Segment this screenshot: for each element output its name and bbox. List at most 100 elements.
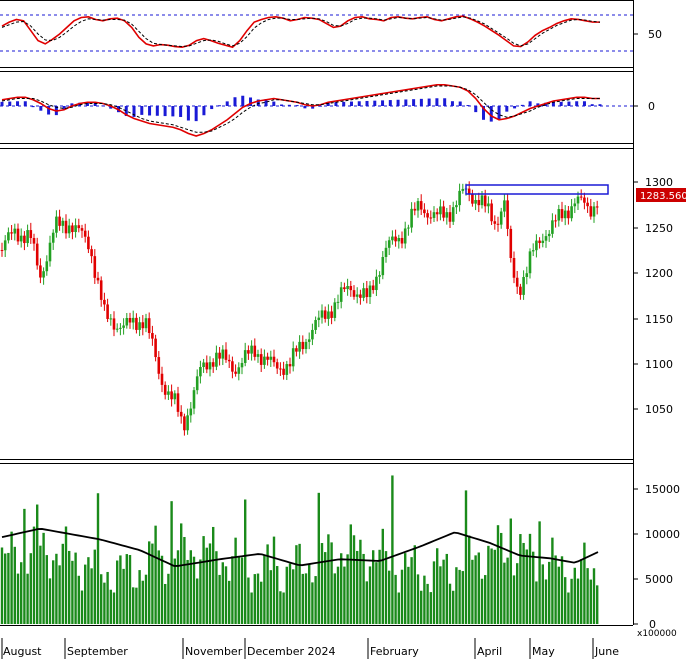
- candle-body: [445, 212, 449, 218]
- macd-histogram-bar: [155, 106, 159, 116]
- macd-histogram-bar: [427, 98, 431, 106]
- price-tick-1050: 1050: [645, 403, 673, 416]
- volume-bar: [432, 561, 436, 624]
- volume-bar: [404, 553, 407, 624]
- volume-bar: [100, 574, 103, 624]
- volume-bar: [32, 526, 36, 624]
- candle-body: [186, 415, 189, 431]
- candle-body: [352, 290, 356, 297]
- volume-bar: [567, 592, 570, 624]
- volume-bar: [384, 551, 388, 624]
- macd-histogram-bar: [474, 106, 478, 113]
- candle-body: [269, 356, 273, 360]
- candle-body: [259, 354, 263, 365]
- macd-histogram-bar: [93, 102, 97, 106]
- candle-body: [535, 240, 538, 251]
- volume-bar: [480, 578, 484, 624]
- candle-body: [10, 232, 13, 234]
- macd-histogram-bar: [148, 106, 152, 116]
- macd-histogram-bar: [582, 101, 586, 106]
- macd-histogram-bar: [334, 102, 338, 106]
- macd-histogram-bar: [559, 101, 563, 106]
- price-axis: 1300 1250 1200 1150 1100 1050: [633, 176, 673, 416]
- volume-bar: [573, 567, 576, 624]
- volume-bar: [64, 526, 68, 624]
- macd-histogram-bar: [311, 106, 315, 109]
- candle-body: [432, 212, 436, 218]
- volume-bar: [340, 553, 343, 624]
- candle-body: [323, 310, 327, 319]
- macd-histogram-bar: [0, 101, 4, 106]
- volume-bar: [7, 552, 10, 624]
- volume-bar: [365, 581, 368, 624]
- candle-body: [343, 287, 346, 290]
- candle-body: [74, 225, 77, 233]
- candle-body: [288, 364, 292, 367]
- candle-body: [157, 357, 161, 374]
- macd-histogram-bar: [466, 105, 470, 107]
- candle-body: [106, 304, 109, 319]
- volume-bar: [356, 550, 359, 624]
- candle-body: [138, 322, 141, 330]
- volume-bar: [464, 490, 468, 624]
- macd-histogram-bar: [544, 102, 548, 106]
- candle-body: [528, 251, 532, 274]
- candle-body: [397, 237, 401, 242]
- rsi-tick-50: 50: [648, 28, 662, 41]
- candle-body: [247, 350, 250, 354]
- volume-bar: [90, 568, 93, 624]
- volume-bar: [544, 579, 548, 624]
- volume-bar: [532, 551, 535, 624]
- volume-bar: [212, 526, 215, 624]
- candle-body: [243, 350, 247, 363]
- macd-histogram-bar: [326, 102, 330, 106]
- candle-body: [55, 216, 58, 233]
- volume-bar: [266, 544, 269, 624]
- candle-body: [90, 249, 93, 257]
- macd-histogram-bar: [365, 100, 369, 106]
- macd-histogram-bar: [388, 100, 392, 106]
- candle-body: [304, 341, 308, 350]
- candle-body: [13, 228, 17, 234]
- candle-body: [109, 318, 113, 320]
- candle-body: [160, 373, 164, 385]
- volume-bar: [52, 560, 55, 624]
- volume-unit-label: x100000: [637, 629, 677, 639]
- candle-body: [589, 206, 593, 217]
- candle-body: [429, 217, 433, 219]
- candle-body: [99, 280, 103, 300]
- macd-histogram-bar: [458, 101, 462, 106]
- volume-bar: [96, 493, 100, 624]
- volume-bar: [429, 592, 432, 624]
- candle-body: [423, 209, 426, 214]
- macd-histogram-bar: [443, 98, 447, 106]
- volume-bar: [80, 590, 84, 624]
- candle-body: [503, 200, 506, 212]
- macd-histogram-bar: [132, 106, 136, 117]
- volume-bar: [330, 542, 333, 624]
- candle-body: [192, 390, 196, 409]
- volume-bar: [263, 555, 266, 624]
- volume-bar: [192, 556, 196, 624]
- candle-body: [115, 328, 119, 330]
- candle-body: [595, 206, 599, 208]
- volume-bar: [295, 545, 298, 624]
- volume-bar: [154, 525, 157, 624]
- macd-histogram-bar: [217, 105, 221, 107]
- candle-body: [547, 233, 551, 237]
- volume-bar: [493, 549, 496, 624]
- volume-bar: [308, 563, 311, 624]
- candle-body: [573, 203, 577, 207]
- volume-bar: [183, 537, 186, 624]
- volume-bar: [394, 574, 397, 624]
- volume-tick-10000: 10000: [645, 528, 680, 541]
- candle-body: [35, 243, 39, 266]
- candle-body: [42, 271, 45, 278]
- volume-bar: [391, 475, 394, 624]
- candle-body: [67, 225, 71, 234]
- macd-histogram-bar: [342, 101, 346, 106]
- macd-histogram-bar: [598, 104, 602, 106]
- candle-body: [519, 286, 522, 295]
- volume-bar: [311, 582, 314, 624]
- macd-histogram-bar: [482, 106, 486, 120]
